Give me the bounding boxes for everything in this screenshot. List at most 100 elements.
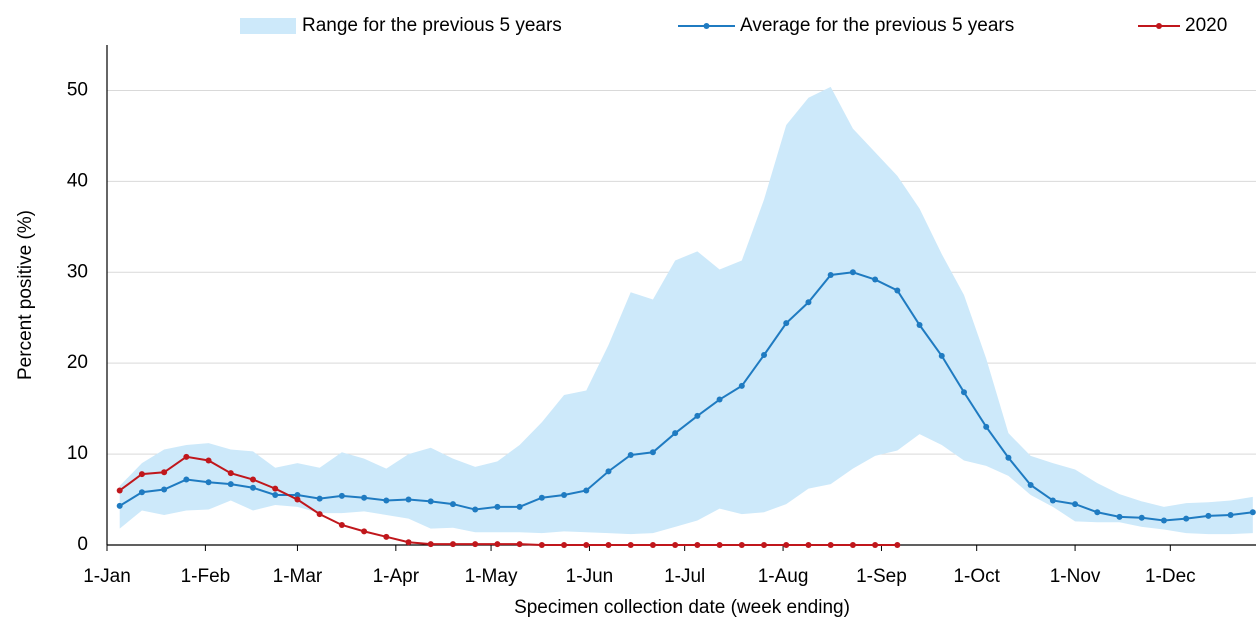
point bbox=[716, 542, 723, 548]
point bbox=[516, 541, 523, 548]
point bbox=[1227, 512, 1234, 518]
point bbox=[472, 541, 479, 548]
legend-label: Average for the previous 5 years bbox=[740, 15, 1014, 36]
point bbox=[405, 496, 412, 503]
point bbox=[316, 495, 323, 502]
point bbox=[516, 503, 523, 510]
point bbox=[361, 494, 368, 501]
legend-label: 2020 bbox=[1185, 15, 1227, 36]
point bbox=[361, 528, 368, 535]
x-tick-label: 1-Dec bbox=[1145, 566, 1196, 587]
point bbox=[649, 449, 656, 456]
y-tick-label: 40 bbox=[67, 170, 88, 191]
point bbox=[405, 539, 412, 546]
legend-marker bbox=[1156, 23, 1162, 29]
point bbox=[627, 452, 634, 458]
y-tick-label: 50 bbox=[67, 79, 88, 100]
point bbox=[116, 502, 123, 509]
point bbox=[161, 469, 168, 476]
legend-label: Range for the previous 5 years bbox=[302, 15, 562, 36]
point bbox=[694, 542, 701, 548]
point bbox=[1072, 501, 1079, 508]
point bbox=[383, 533, 390, 540]
point bbox=[983, 423, 990, 430]
point bbox=[205, 479, 212, 486]
x-tick-label: 1-Sep bbox=[856, 566, 907, 587]
point bbox=[627, 542, 634, 548]
point bbox=[1138, 514, 1145, 521]
series-line bbox=[119, 271, 1253, 522]
point bbox=[605, 542, 612, 548]
point bbox=[272, 492, 279, 498]
point bbox=[783, 542, 790, 548]
x-tick-label: 1-Mar bbox=[273, 566, 323, 587]
point bbox=[672, 430, 679, 437]
y-tick-label: 30 bbox=[67, 261, 88, 282]
point bbox=[761, 352, 768, 358]
legend-marker bbox=[703, 23, 710, 29]
point bbox=[316, 511, 323, 518]
point bbox=[872, 542, 879, 548]
point bbox=[649, 542, 656, 548]
point bbox=[116, 487, 123, 494]
y-axis-label: Percent positive (%) bbox=[15, 210, 36, 380]
point bbox=[738, 382, 745, 389]
point bbox=[183, 453, 190, 460]
point bbox=[1183, 515, 1190, 522]
x-tick-label: 1-Apr bbox=[373, 566, 420, 587]
point bbox=[250, 484, 257, 491]
point bbox=[338, 492, 345, 499]
point bbox=[583, 487, 590, 494]
point bbox=[672, 542, 679, 548]
point bbox=[449, 541, 456, 548]
point bbox=[1160, 517, 1167, 524]
point bbox=[960, 389, 967, 396]
point bbox=[805, 299, 812, 306]
x-tick-label: 1-Nov bbox=[1050, 566, 1101, 587]
point bbox=[1005, 454, 1012, 461]
point bbox=[894, 287, 901, 294]
point bbox=[161, 486, 168, 493]
point bbox=[1094, 509, 1101, 516]
legend-swatch bbox=[240, 18, 296, 34]
y-tick-label: 20 bbox=[67, 352, 88, 373]
point bbox=[1249, 509, 1256, 516]
point bbox=[849, 269, 856, 276]
point bbox=[738, 542, 745, 548]
point bbox=[1049, 497, 1056, 504]
point bbox=[294, 496, 301, 503]
x-tick-label: 1-Oct bbox=[953, 566, 1000, 587]
point bbox=[938, 352, 945, 359]
point bbox=[561, 542, 568, 548]
x-tick-label: 1-Jan bbox=[83, 566, 131, 587]
point bbox=[227, 481, 234, 488]
point bbox=[138, 489, 145, 496]
x-tick-label: 1-Jul bbox=[664, 566, 705, 587]
x-axis-label: Specimen collection date (week ending) bbox=[514, 597, 850, 618]
point bbox=[872, 276, 879, 283]
point bbox=[561, 492, 568, 498]
point bbox=[827, 542, 834, 548]
point bbox=[538, 542, 545, 548]
y-tick-label: 0 bbox=[77, 534, 88, 555]
y-tick-label: 10 bbox=[67, 443, 88, 464]
point bbox=[294, 492, 301, 498]
point bbox=[250, 476, 257, 483]
point bbox=[716, 396, 723, 403]
point bbox=[183, 476, 190, 483]
point bbox=[494, 503, 501, 510]
point bbox=[538, 494, 545, 501]
point bbox=[1116, 513, 1123, 520]
x-tick-label: 1-Feb bbox=[181, 566, 231, 587]
point bbox=[1205, 512, 1212, 519]
point bbox=[694, 412, 701, 419]
point bbox=[1027, 482, 1034, 488]
point bbox=[472, 506, 479, 513]
point bbox=[383, 497, 390, 504]
x-tick-label: 1-Aug bbox=[758, 566, 809, 587]
point bbox=[272, 485, 279, 492]
point bbox=[849, 542, 856, 548]
point bbox=[205, 457, 212, 464]
point bbox=[494, 541, 501, 548]
